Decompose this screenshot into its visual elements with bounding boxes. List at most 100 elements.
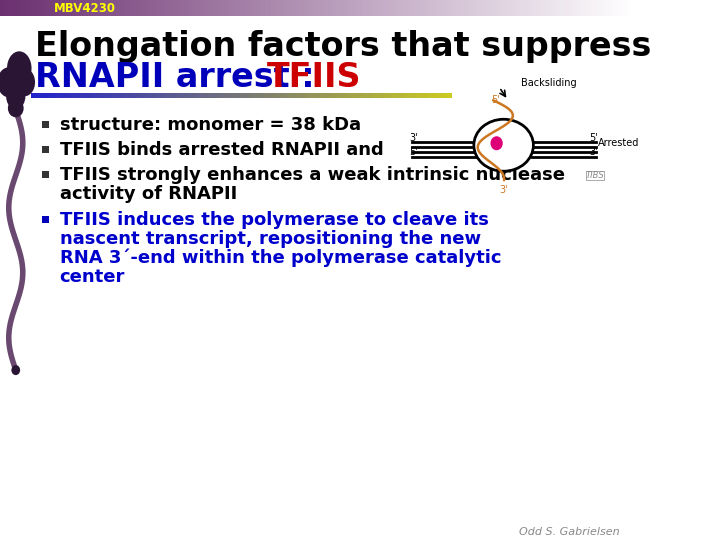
Text: 3': 3': [590, 147, 598, 157]
Bar: [261, 1, 266, 16]
Bar: [539, 1, 543, 16]
Bar: [281, 93, 284, 98]
Bar: [447, 93, 450, 98]
Bar: [32, 93, 36, 98]
Bar: [101, 1, 105, 16]
Bar: [236, 1, 240, 16]
Bar: [64, 93, 67, 98]
Bar: [521, 1, 524, 16]
Bar: [132, 93, 135, 98]
Bar: [338, 1, 341, 16]
Text: 5': 5': [409, 147, 418, 157]
Bar: [593, 1, 597, 16]
Bar: [258, 1, 263, 16]
Bar: [419, 1, 423, 16]
Bar: [50, 93, 53, 98]
Bar: [266, 93, 269, 98]
Bar: [202, 1, 206, 16]
Bar: [201, 93, 204, 98]
Bar: [350, 1, 354, 16]
Bar: [327, 93, 330, 98]
Bar: [441, 1, 446, 16]
Bar: [142, 93, 145, 98]
Bar: [56, 93, 59, 98]
Bar: [284, 1, 288, 16]
Bar: [148, 93, 151, 98]
Bar: [312, 1, 316, 16]
Text: Elongation factors that suppress: Elongation factors that suppress: [35, 30, 652, 63]
Bar: [42, 215, 49, 222]
Bar: [489, 1, 492, 16]
Bar: [530, 1, 534, 16]
Bar: [318, 1, 323, 16]
Bar: [510, 1, 515, 16]
Bar: [215, 1, 218, 16]
Bar: [363, 93, 366, 98]
Bar: [180, 1, 184, 16]
Bar: [256, 1, 259, 16]
Bar: [161, 1, 165, 16]
Bar: [407, 93, 410, 98]
Bar: [107, 1, 111, 16]
Bar: [302, 1, 307, 16]
Bar: [596, 1, 600, 16]
Bar: [183, 1, 187, 16]
Bar: [43, 93, 46, 98]
Bar: [186, 93, 189, 98]
Bar: [577, 1, 581, 16]
Bar: [0, 1, 4, 16]
Bar: [174, 1, 177, 16]
Bar: [331, 93, 334, 98]
Bar: [536, 1, 540, 16]
Bar: [76, 1, 80, 16]
Text: TFIIS: TFIIS: [267, 61, 361, 94]
Bar: [432, 93, 435, 98]
Bar: [627, 1, 631, 16]
Bar: [369, 93, 372, 98]
Bar: [366, 1, 370, 16]
Bar: [227, 1, 231, 16]
Bar: [372, 1, 376, 16]
Bar: [91, 1, 96, 16]
Bar: [375, 1, 379, 16]
Bar: [341, 1, 345, 16]
Bar: [325, 93, 328, 98]
Bar: [344, 93, 347, 98]
Text: 3': 3': [409, 133, 418, 143]
Bar: [132, 1, 137, 16]
Bar: [120, 1, 124, 16]
Bar: [212, 93, 215, 98]
Bar: [215, 93, 219, 98]
Bar: [16, 1, 19, 16]
Bar: [199, 1, 202, 16]
Text: 5': 5': [491, 95, 500, 105]
Bar: [66, 93, 69, 98]
Bar: [100, 93, 103, 98]
Bar: [348, 93, 351, 98]
Bar: [117, 93, 120, 98]
Bar: [322, 1, 325, 16]
Bar: [182, 93, 185, 98]
Bar: [45, 93, 48, 98]
Bar: [226, 93, 229, 98]
Circle shape: [8, 99, 24, 117]
Bar: [317, 93, 320, 98]
Bar: [517, 1, 521, 16]
Bar: [31, 93, 34, 98]
Bar: [174, 93, 176, 98]
Bar: [62, 93, 66, 98]
Bar: [574, 1, 578, 16]
Bar: [19, 1, 23, 16]
Bar: [426, 93, 429, 98]
Bar: [306, 1, 310, 16]
Bar: [41, 1, 45, 16]
Text: RNAPII arrest :: RNAPII arrest :: [35, 61, 326, 94]
Bar: [157, 93, 160, 98]
Bar: [297, 1, 300, 16]
Ellipse shape: [14, 68, 35, 96]
Bar: [256, 93, 258, 98]
Bar: [361, 93, 364, 98]
Bar: [612, 1, 616, 16]
Ellipse shape: [474, 119, 534, 171]
Bar: [186, 1, 190, 16]
